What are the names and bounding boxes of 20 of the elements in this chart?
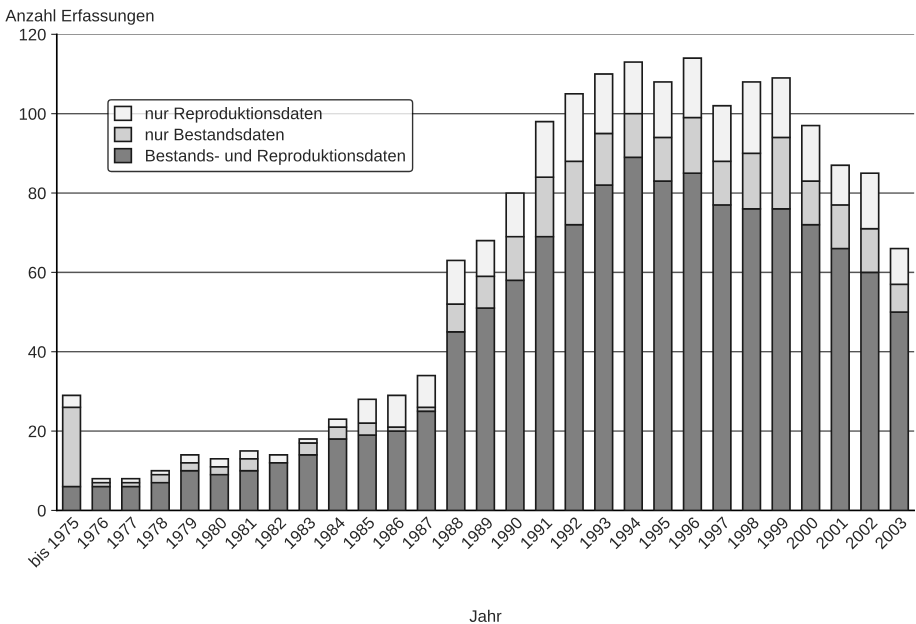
- bar: [387, 394, 406, 428]
- legend-label: nur Bestandsdaten: [146, 128, 284, 140]
- y-tick-label: 60: [28, 266, 46, 279]
- y-tick-label: 100: [20, 108, 46, 120]
- x-axis-title: Jahr: [470, 610, 502, 622]
- y-axis-title: Anzahl Erfassungen: [5, 9, 154, 25]
- bar: [121, 478, 140, 484]
- bar: [91, 486, 111, 510]
- bar: [416, 410, 436, 510]
- bar: [91, 478, 111, 484]
- bar: [121, 486, 140, 510]
- y-tick-label: 40: [28, 346, 46, 358]
- bar: [387, 430, 406, 510]
- legend-label: nur Reproduktionsdaten: [146, 107, 322, 123]
- y-tick-label: 20: [28, 425, 46, 438]
- bar: [416, 374, 436, 408]
- legend-label: Bestands- und Reproduktionsdaten: [146, 149, 405, 165]
- y-tick-label: 80: [28, 187, 46, 200]
- y-tick-label: 120: [20, 28, 46, 41]
- y-tick-label: 0: [38, 504, 46, 517]
